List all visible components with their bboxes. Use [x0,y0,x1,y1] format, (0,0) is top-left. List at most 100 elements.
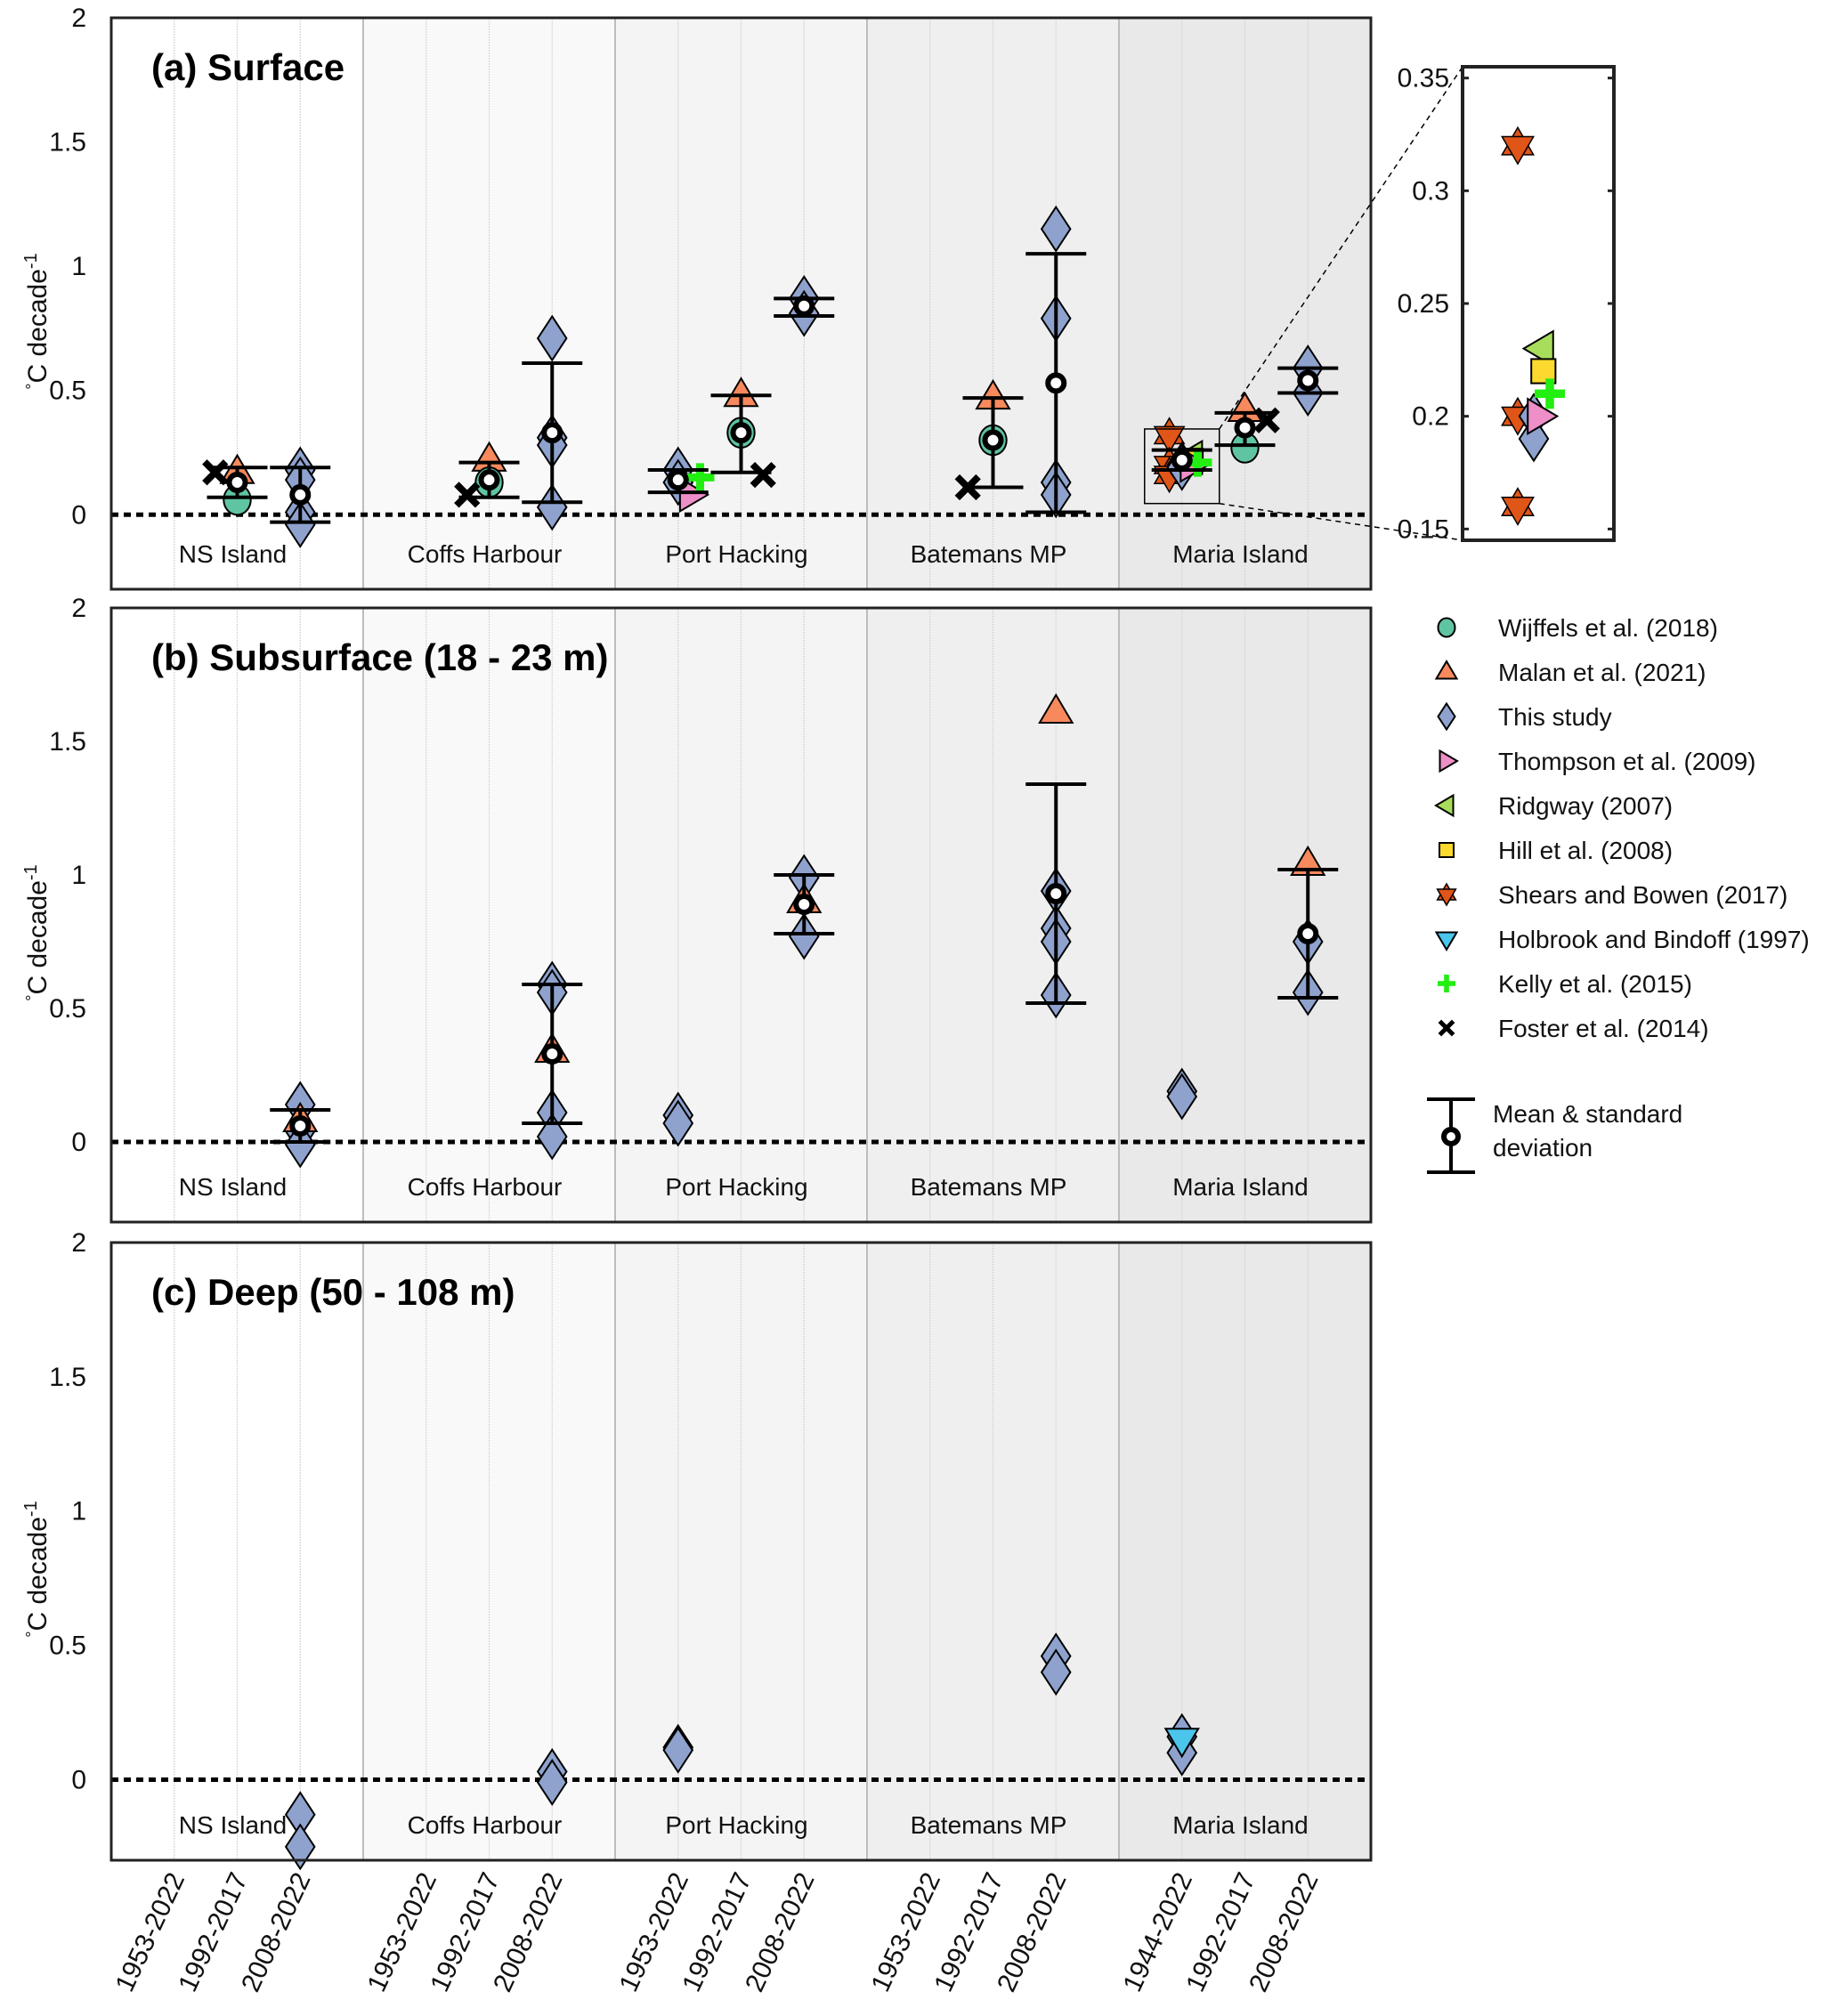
inset-y-tick-label: 0.2 [1412,402,1449,432]
hill-marker [1439,842,1455,858]
site-label: Port Hacking [665,1811,807,1839]
legend-item-malan: Malan et al. (2021) [1434,659,1706,686]
mean-sd-errorbar [710,393,772,474]
y-tick-label: 0.5 [49,994,86,1024]
panel-frame [109,16,1373,591]
shears-marker [1501,487,1535,526]
hexagram-mark [1153,425,1186,454]
site-label: Batemans MP [911,1173,1067,1201]
legend-label: Holbrook and Bindoff (1997) [1498,926,1810,953]
legend-item-wijffels: Wijffels et al. (2018) [1437,614,1718,642]
mean-sd-errorbar [1151,448,1212,473]
ridgway-marker [1521,329,1554,368]
triangle-up-mark [1038,692,1074,724]
mean-marker [1297,369,1319,392]
triangle-up-mark [1434,660,1459,680]
y-tick-label: 0 [71,1128,86,1157]
mean-marker [1297,923,1319,944]
site-label: Maria Island [1172,1173,1309,1201]
legend-label: Hill et al. (2008) [1498,837,1673,864]
y-tick-label: 0.5 [49,376,86,406]
mean-sd-errorbar [1277,366,1339,395]
panel-frame [109,1241,1373,1862]
y-axis-label: °C decade-1 [21,253,53,389]
legend-label: Kelly et al. (2015) [1498,970,1692,998]
mean-marker [226,471,248,493]
x-mark [750,461,776,489]
site-label: Port Hacking [665,1173,807,1201]
y-tick-label: 2 [71,4,86,33]
legend-label: deviation [1493,1134,1593,1162]
mean-sd-errorbar [962,396,1024,490]
mean-marker [1045,372,1067,394]
legend: Wijffels et al. (2018) Malan et al. (2021… [1427,614,1810,1174]
mean-sd-errorbar [522,360,583,505]
plus-mark [1193,448,1202,477]
mean-sd-errorbar [1025,252,1087,514]
ridgway-marker [1434,793,1455,818]
this-marker [536,1759,568,1806]
site-label: Maria Island [1172,540,1309,568]
hexagram-mark [1436,888,1457,907]
legend-label: Ridgway (2007) [1498,792,1673,820]
mean-sd-errorbar [458,460,520,499]
holbrook-marker [1163,1728,1200,1759]
diamond-mark [1040,205,1072,253]
panel-title: (c) Deep (50 - 108 m) [151,1271,515,1313]
foster-marker [1438,1019,1455,1037]
mean-sd-errorbar [207,466,268,499]
legend-item-foster: Foster et al. (2014) [1438,1015,1709,1042]
mean-marker [730,422,752,444]
diamond-mark [284,1823,316,1871]
foster-marker [750,461,776,489]
this-marker [1518,415,1550,463]
mean-sd-errorbar [1277,868,1339,1000]
panel-title: (a) Surface [151,46,344,88]
shears-marker [1501,125,1535,166]
y-tick-label: 2 [71,1228,86,1258]
kelly-marker [1438,975,1455,992]
diamond-mark [536,1759,568,1806]
degree-symbol: ° [23,384,41,390]
panel-a: 0 0.5 1 1.5 2 °C decade-1 NS Island Coffs Harbo… [21,4,1373,591]
this-marker [788,912,820,960]
y-axis-label: °C decade-1 [21,1501,53,1637]
diamond-mark [1040,1648,1072,1696]
mean-sd-errorbar [522,983,583,1125]
diamond-mark [1518,415,1550,463]
hexagram-mark [1501,135,1535,166]
kelly-marker [1535,378,1565,409]
mean-marker [1171,449,1193,471]
panel-b: 0 0.5 1 1.5 2 °C decade-1 NS Island Coffs Harbo… [21,594,1373,1224]
mean-marker [982,429,1004,451]
diamond-mark [788,912,820,960]
mean-marker [541,422,563,444]
triangle-left-mark [1434,793,1455,818]
legend-item-shears: Shears and Bowen (2017) [1436,881,1787,909]
mean-marker [667,469,689,491]
mean-marker [478,469,500,491]
y-tick-label: 1 [71,252,86,281]
legend-item-holbrook: Holbrook and Bindoff (1997) [1434,926,1810,953]
circle-mark [1437,617,1456,638]
triangle-right-mark [678,476,710,514]
this-marker [536,1113,568,1161]
legend-item-thompson: Thompson et al. (2009) [1439,748,1756,775]
site-label: Coffs Harbour [408,540,563,568]
mean-marker [289,1115,312,1137]
legend-item-hill: Hill et al. (2008) [1439,837,1673,864]
legend-label: Wijffels et al. (2018) [1498,614,1718,642]
ylabel-exponent: -1 [21,253,41,269]
diamond-mark [1166,1073,1198,1121]
square-mark [1439,842,1455,858]
ylabel-exponent: -1 [21,864,41,880]
triangle-down-mark [1163,1728,1200,1759]
mean-marker [793,894,815,915]
shears-marker [1153,417,1186,454]
x-mark [202,459,229,486]
x-mark [1438,1019,1455,1037]
zoom-connector-line [1219,66,1463,430]
mean-sd-errorbar [774,873,835,935]
plus-mark [1545,378,1554,409]
